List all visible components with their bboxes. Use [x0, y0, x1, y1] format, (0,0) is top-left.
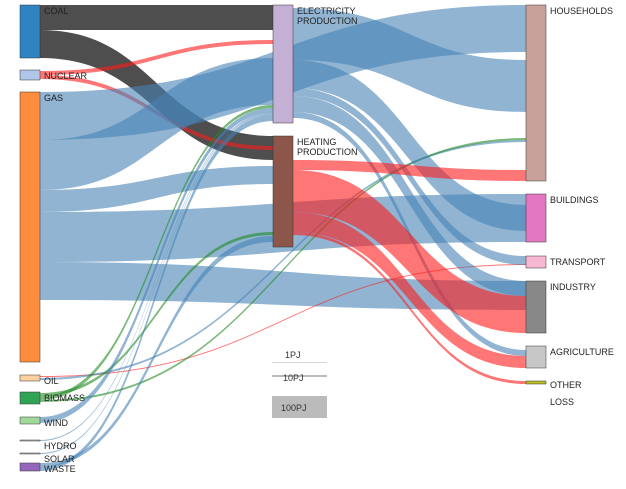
node-oil[interactable] — [19, 374, 41, 382]
flow-heating-to-agriculture[interactable] — [293, 212, 526, 368]
flow-biomass-to-heating[interactable] — [40, 232, 273, 396]
node-buildings[interactable] — [525, 193, 547, 243]
node-label-other: OTHER — [550, 380, 582, 390]
node-labels: COAL NUCLEAR GAS OIL BIOMASS WIND HYDRO SOLARWA… — [44, 6, 614, 474]
flow-electricity-to-buildings[interactable] — [293, 60, 526, 231]
node-label-households: HOUSEHOLDS — [550, 6, 613, 16]
node-label-transport: TRANSPORT — [550, 257, 606, 267]
flow-links — [40, 5, 526, 471]
node-nuclear[interactable] — [19, 69, 41, 81]
flow-heating-to-other[interactable] — [293, 232, 526, 384]
flow-hydro-to-electricity[interactable] — [40, 113, 273, 441]
flow-oil-to-households[interactable] — [40, 140, 526, 380]
node-transport[interactable] — [525, 255, 547, 269]
scale-legend: 1PJ 10PJ 100PJ — [272, 350, 327, 418]
node-label-industry: INDUSTRY — [550, 282, 596, 292]
node-coal[interactable] — [19, 4, 41, 59]
node-other[interactable] — [525, 380, 547, 385]
node-industry[interactable] — [525, 280, 547, 334]
legend-label-1pj: 1PJ — [285, 350, 301, 360]
node-wind[interactable] — [19, 416, 41, 425]
node-households[interactable] — [525, 4, 547, 182]
flow-heating-to-industry[interactable] — [293, 170, 526, 333]
flow-electricity-to-households[interactable] — [293, 8, 526, 112]
legend-swatch-10pj — [272, 375, 327, 377]
flow-waste-to-heating[interactable] — [40, 236, 273, 467]
node-biomass[interactable] — [19, 391, 41, 405]
legend-label-10pj: 10PJ — [283, 373, 304, 383]
node-label-solar: SOLAR — [44, 454, 75, 464]
flow-biomass-to-electricity[interactable] — [40, 105, 273, 400]
flow-waste-to-electricity[interactable] — [40, 115, 273, 471]
node-label-wind: WIND — [44, 418, 68, 428]
flow-electricity-to-transport[interactable] — [293, 88, 526, 265]
node-label-nuclear: NUCLEAR — [44, 71, 88, 81]
node-label-waste: WASTE — [44, 464, 76, 474]
flow-heating-to-households[interactable] — [293, 160, 526, 181]
flow-wind-to-electricity[interactable] — [40, 108, 273, 423]
legend-swatch-100pj — [272, 396, 327, 418]
node-label-loss: LOSS — [550, 397, 574, 407]
nodes — [19, 4, 547, 472]
node-label-oil: OIL — [44, 376, 59, 386]
node-waste[interactable] — [19, 462, 41, 472]
flow-biomass-to-households[interactable] — [40, 138, 526, 402]
node-label-agriculture: AGRICULTURE — [550, 347, 614, 357]
node-label-coal: COAL — [44, 6, 69, 16]
flow-solar-to-electricity[interactable] — [40, 114, 273, 454]
node-hydro[interactable] — [19, 439, 41, 442]
flow-electricity-to-industry[interactable] — [293, 96, 526, 296]
node-electricity[interactable] — [272, 4, 294, 124]
node-solar[interactable] — [19, 452, 41, 455]
legend-swatch-1pj — [272, 362, 327, 363]
flow-nuclear-to-electricity[interactable] — [40, 40, 273, 75]
flow-coal-to-electricity[interactable] — [40, 5, 273, 30]
node-label-buildings: BUILDINGS — [550, 195, 599, 205]
legend-label-100pj: 100PJ — [281, 403, 307, 413]
node-heating[interactable] — [272, 135, 294, 248]
node-label-hydro: HYDRO — [44, 441, 77, 451]
flow-gas-to-industry[interactable] — [40, 262, 526, 310]
flow-gas-to-heating[interactable] — [40, 166, 273, 212]
node-label-heating: HEATING PRODUCTION — [297, 137, 358, 157]
node-label-electricity: ELECTRICITY PRODUCTION — [297, 6, 358, 26]
flow-gas-to-electricity[interactable] — [40, 58, 273, 190]
node-loss[interactable] — [526, 397, 546, 398]
node-label-gas: GAS — [44, 93, 63, 103]
node-label-biomass: BIOMASS — [44, 393, 85, 403]
node-agriculture[interactable] — [525, 345, 547, 369]
node-gas[interactable] — [19, 91, 41, 363]
flow-oil-to-transport[interactable] — [40, 264, 526, 377]
